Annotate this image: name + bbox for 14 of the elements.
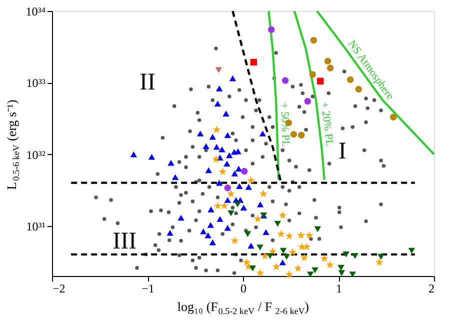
y-tick-label: 10³⁴: [26, 4, 46, 18]
annotation: III: [112, 228, 137, 255]
text: + 20% PL: [318, 101, 336, 148]
x-tick-label: 0: [240, 282, 246, 296]
y-tick-label: 10³²: [26, 148, 46, 162]
y-tick-label: 10³¹: [26, 219, 46, 234]
x-tick-label: −2: [52, 282, 66, 296]
x-tick-label: 1: [336, 282, 342, 296]
annotation: I: [338, 138, 346, 164]
annotation: II: [140, 70, 156, 96]
y-tick-label: 10³³: [26, 76, 46, 90]
x-tick-label: −1: [142, 282, 154, 296]
x-tick-label: 2: [428, 282, 434, 296]
y-axis-title: L0.5-6 keV (erg s⁻¹): [4, 100, 21, 190]
